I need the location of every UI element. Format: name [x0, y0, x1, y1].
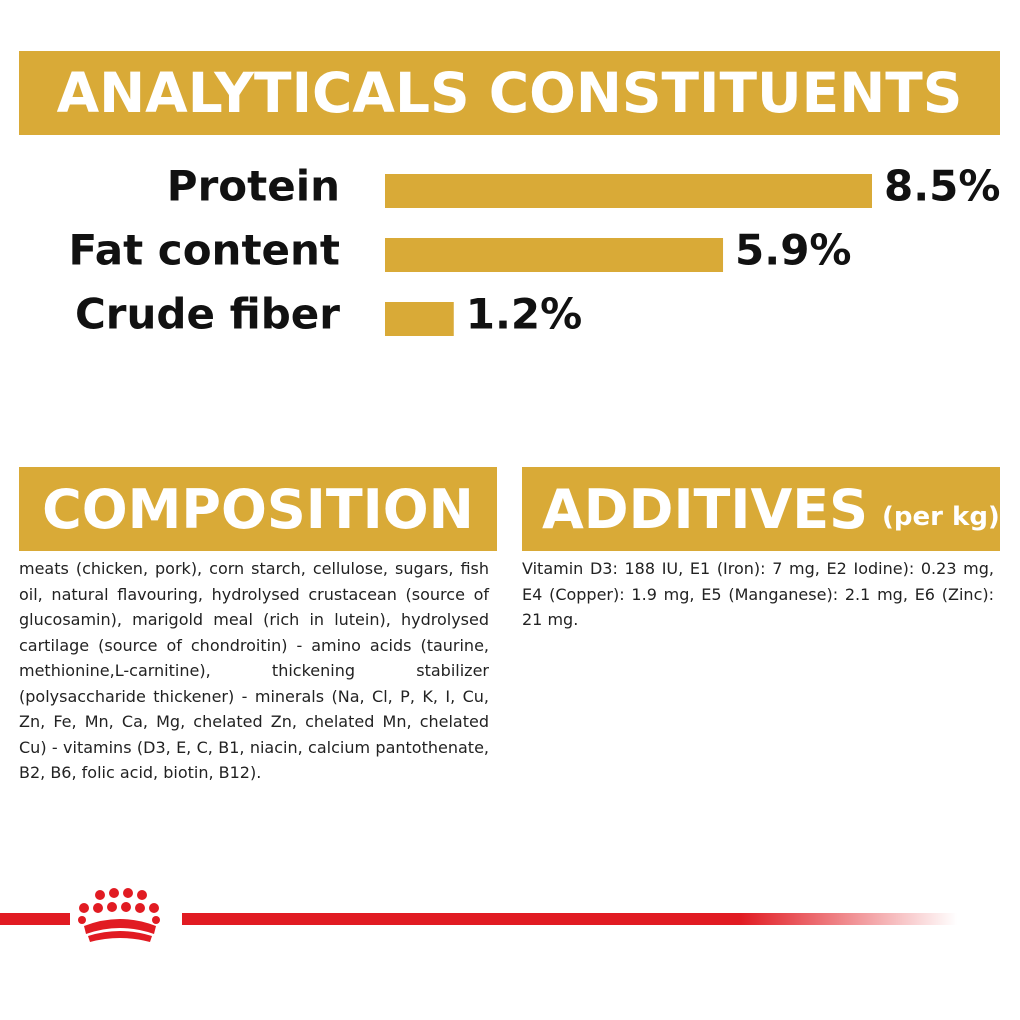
category-label: Fat content — [69, 226, 340, 275]
red-line-right — [182, 913, 957, 925]
composition-text: meats (chicken, pork), corn starch, cell… — [19, 559, 489, 782]
category-label: Protein — [167, 162, 340, 211]
category-label: Crude fiber — [75, 290, 340, 339]
composition-title: COMPOSITION — [42, 477, 474, 541]
bar — [385, 302, 454, 336]
value-label: 8.5% — [884, 162, 1000, 211]
additives-title: ADDITIVES — [542, 477, 869, 541]
red-line-left — [0, 913, 70, 925]
analytical-title: ANALYTICALS CONSTITUENTS — [56, 61, 963, 125]
analytical-banner: ANALYTICALS CONSTITUENTS — [19, 51, 1000, 135]
additives-banner: ADDITIVES (per kg) — [522, 467, 1000, 551]
bar — [385, 238, 724, 272]
value-label: 1.2% — [466, 290, 582, 339]
analytical-chart: Protein 8.5% Fat content 5.9% Crude fiber 1.2… — [69, 162, 1001, 339]
bar — [385, 174, 872, 208]
crown-icon — [78, 888, 160, 942]
value-label: 5.9% — [735, 226, 851, 275]
additives-suffix: (per kg) — [882, 502, 1000, 532]
composition-banner: COMPOSITION — [19, 467, 497, 551]
additives-text: Vitamin D3: 188 IU, E1 (Iron): 7 mg, E2 … — [522, 559, 994, 629]
